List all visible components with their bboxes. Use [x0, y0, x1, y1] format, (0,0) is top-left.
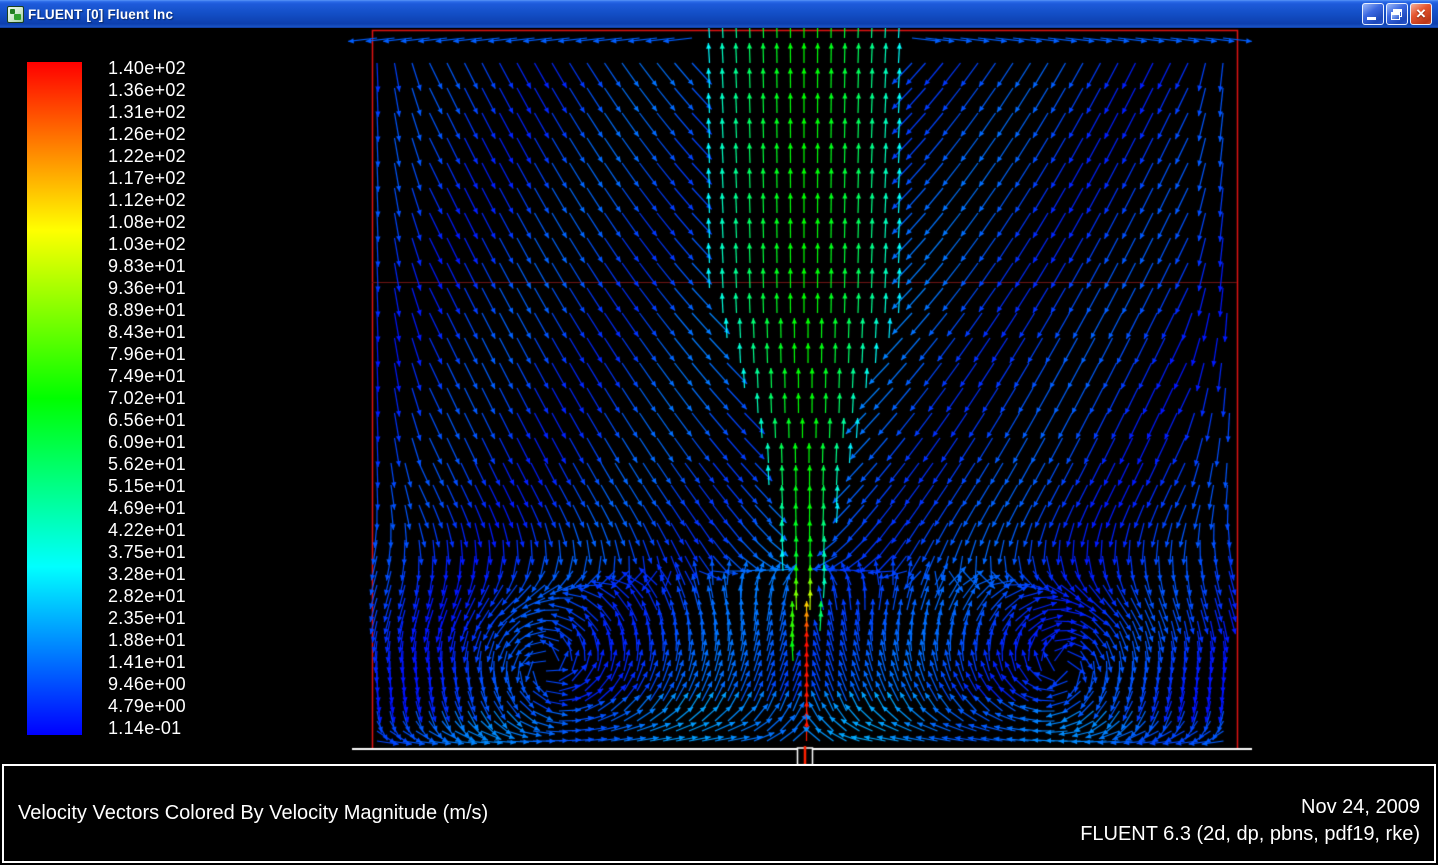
- legend-value: 8.43e+01: [108, 322, 186, 342]
- legend-value: 1.12e+02: [108, 190, 186, 210]
- legend-value: 5.15e+01: [108, 476, 186, 496]
- legend-values: 1.40e+02 1.36e+02 1.31e+02 1.26e+02 1.22e+02…: [108, 57, 228, 739]
- minimize-button[interactable]: [1362, 3, 1384, 25]
- caption-solver: FLUENT 6.3 (2d, dp, pbns, pdf19, rke): [1080, 823, 1420, 845]
- caption-right: Nov 24, 2009 FLUENT 6.3 (2d, dp, pbns, p…: [1080, 794, 1420, 848]
- vector-plot-canvas[interactable]: [0, 28, 1438, 765]
- legend-value: 1.14e-01: [108, 718, 182, 738]
- legend-value: 4.22e+01: [108, 520, 186, 540]
- window-controls: ×: [1362, 3, 1432, 25]
- legend-value: 2.82e+01: [108, 586, 186, 606]
- legend-value: 9.36e+01: [108, 278, 186, 298]
- legend-value: 1.40e+02: [108, 58, 186, 78]
- caption-date: Nov 24, 2009: [1301, 796, 1420, 818]
- legend-value: 4.79e+00: [108, 696, 186, 716]
- legend-value: 2.35e+01: [108, 608, 186, 628]
- colorbar: [27, 62, 82, 735]
- legend-value: 1.22e+02: [108, 146, 186, 166]
- legend-value: 6.56e+01: [108, 410, 186, 430]
- legend-value: 7.02e+01: [108, 388, 186, 408]
- window-title: FLUENT [0] Fluent Inc: [28, 6, 174, 22]
- legend-value: 1.17e+02: [108, 168, 186, 188]
- caption-box: Velocity Vectors Colored By Velocity Mag…: [2, 764, 1436, 863]
- legend-value: 9.83e+01: [108, 256, 186, 276]
- app-icon: [7, 5, 24, 23]
- close-icon: ×: [1416, 3, 1426, 23]
- legend-value: 4.69e+01: [108, 498, 186, 518]
- legend-value: 1.41e+01: [108, 652, 186, 672]
- legend-value: 7.49e+01: [108, 366, 186, 386]
- legend-value: 1.36e+02: [108, 80, 186, 100]
- legend-value: 8.89e+01: [108, 300, 186, 320]
- title-bar: FLUENT [0] Fluent Inc ×: [0, 0, 1438, 28]
- close-button[interactable]: ×: [1410, 3, 1432, 25]
- legend-value: 1.08e+02: [108, 212, 186, 232]
- legend-value: 1.26e+02: [108, 124, 186, 144]
- caption-title: Velocity Vectors Colored By Velocity Mag…: [18, 802, 489, 824]
- legend-value: 7.96e+01: [108, 344, 186, 364]
- legend-value: 6.09e+01: [108, 432, 186, 452]
- legend-value: 3.28e+01: [108, 564, 186, 584]
- legend-value: 5.62e+01: [108, 454, 186, 474]
- legend-value: 1.03e+02: [108, 234, 186, 254]
- restore-button[interactable]: [1386, 3, 1408, 25]
- legend-value: 1.31e+02: [108, 102, 186, 122]
- legend-value: 1.88e+01: [108, 630, 186, 650]
- legend-value: 3.75e+01: [108, 542, 186, 562]
- legend-value: 9.46e+00: [108, 674, 186, 694]
- minimize-icon: [1367, 17, 1376, 20]
